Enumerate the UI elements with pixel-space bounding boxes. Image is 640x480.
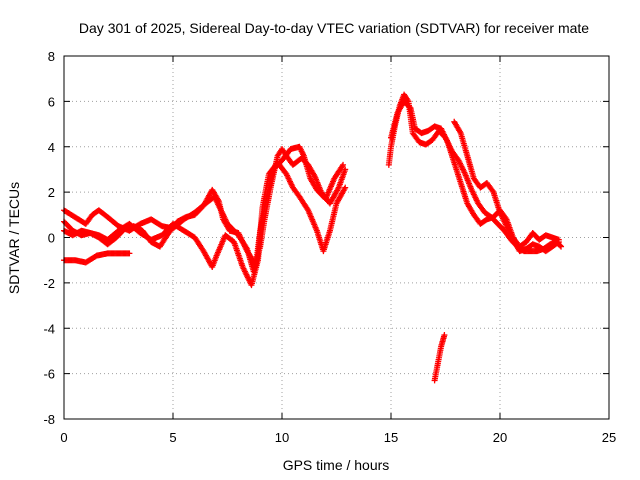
data-point [406,104,413,111]
x-axis-label: GPS time / hours [283,457,390,473]
y-axis-label: SDTVAR / TECUs [6,182,22,294]
y-tick-label: 2 [48,185,55,200]
x-tick-label: 0 [60,430,67,445]
data-series [61,91,565,384]
y-tick-label: -8 [43,412,55,427]
series-track-2 [61,159,349,289]
series-track-4 [61,143,347,268]
x-tick-label: 5 [169,430,176,445]
axis-ticks: 0 5 10 15 20 25 -8 -6 -4 -2 0 2 4 6 8 [43,49,616,445]
data-point [441,332,448,339]
chart-title: Day 301 of 2025, Sidereal Day-to-day VTE… [79,20,589,36]
x-tick-label: 15 [384,430,398,445]
data-point [554,239,561,246]
x-tick-label: 10 [275,430,289,445]
y-tick-label: 0 [48,231,55,246]
y-tick-label: 4 [48,140,55,155]
series-track-7 [451,118,562,255]
series-track-3 [61,250,133,266]
y-tick-label: 6 [48,94,55,109]
plot-frame [63,55,610,420]
data-point [126,250,133,257]
x-tick-label: 25 [602,430,616,445]
x-tick-label: 20 [493,430,507,445]
grid [64,56,609,419]
y-tick-label: 8 [48,49,55,64]
data-point [555,239,562,246]
series-track-6 [388,98,562,250]
series-track-8 [431,332,448,384]
y-tick-label: -6 [43,367,55,382]
data-point [558,243,565,250]
y-tick-label: -2 [43,276,55,291]
data-point [340,161,347,168]
y-tick-label: -4 [43,321,55,336]
data-point [342,184,349,191]
